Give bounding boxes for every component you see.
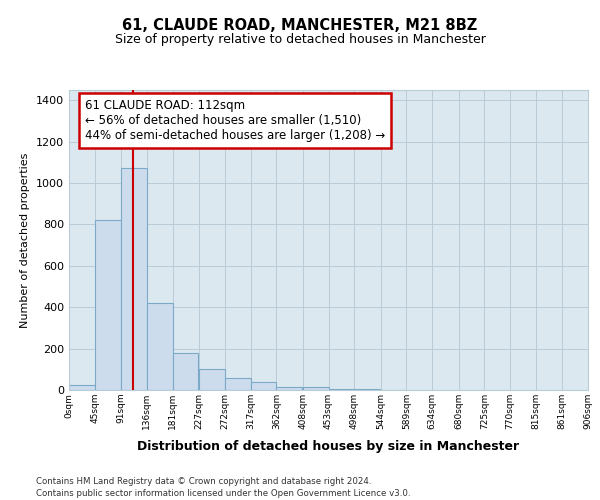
Text: 61, CLAUDE ROAD, MANCHESTER, M21 8BZ: 61, CLAUDE ROAD, MANCHESTER, M21 8BZ (122, 18, 478, 32)
X-axis label: Distribution of detached houses by size in Manchester: Distribution of detached houses by size … (137, 440, 520, 454)
Bar (95, 220, 121, 390)
Bar (147, 303, 173, 390)
Bar (225, 378, 251, 390)
Y-axis label: Number of detached properties: Number of detached properties (20, 152, 31, 328)
Bar (303, 387, 329, 390)
Text: Contains public sector information licensed under the Open Government Licence v3: Contains public sector information licen… (36, 489, 410, 498)
Bar (69, 386, 95, 390)
Bar (121, 168, 147, 390)
Bar (199, 370, 225, 390)
Text: Contains HM Land Registry data © Crown copyright and database right 2024.: Contains HM Land Registry data © Crown c… (36, 478, 371, 486)
Text: Size of property relative to detached houses in Manchester: Size of property relative to detached ho… (115, 32, 485, 46)
Bar (329, 389, 354, 390)
Bar (277, 387, 302, 390)
Bar (173, 353, 199, 390)
Bar (251, 382, 277, 390)
Text: 61 CLAUDE ROAD: 112sqm
← 56% of detached houses are smaller (1,510)
44% of semi-: 61 CLAUDE ROAD: 112sqm ← 56% of detached… (85, 99, 385, 142)
